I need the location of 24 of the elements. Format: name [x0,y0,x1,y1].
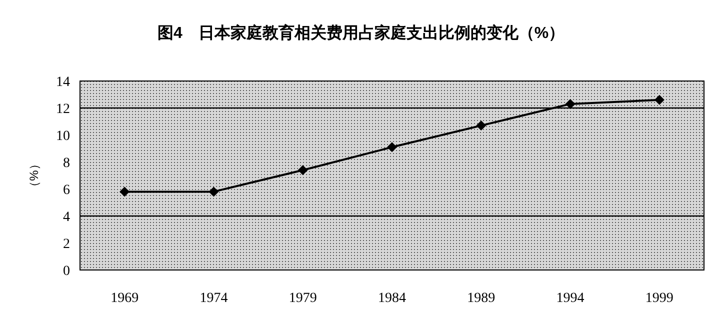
point [654,94,664,105]
y-tick-label: 2 [63,237,70,252]
y-tick-label: 10 [56,129,70,144]
y-tick-label: 12 [56,102,70,117]
point [120,186,130,197]
x-tick-label: 1984 [378,291,406,306]
chart-title: 图4 日本家庭教育相关费用占家庭支出比例的变化（%） [157,23,565,42]
x-tick-label: 1989 [467,291,496,306]
x-tick-label: 1979 [288,291,317,306]
point [387,142,397,152]
y-tick-label: 6 [63,183,70,198]
point [565,98,576,109]
y-tick-label: 8 [63,156,70,171]
point [476,120,486,131]
x-tick-label: 1999 [645,291,674,306]
y-tick-label: 4 [63,210,70,225]
point [208,186,219,197]
x-tick-label: 1974 [200,291,228,306]
point [298,165,308,176]
x-tick-label: 1969 [110,291,139,306]
y-tick-label: 14 [56,75,70,90]
x-tick-label: 1994 [556,291,584,306]
y-tick-label: 0 [63,264,70,279]
y-axis-title: （%） [27,158,41,193]
